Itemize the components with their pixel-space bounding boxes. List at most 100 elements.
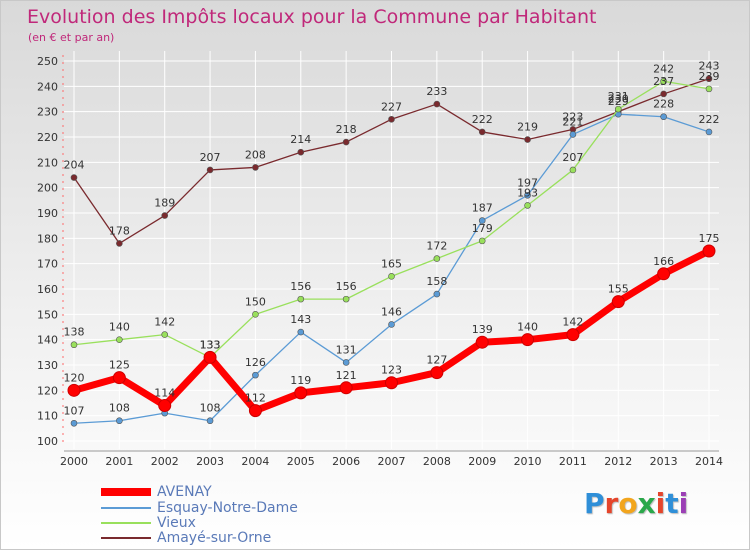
data-label-amaye-sur-orne: 218 — [336, 123, 357, 136]
data-point-esquay-notre-dame — [388, 321, 395, 328]
data-point-vieux — [433, 255, 441, 262]
chart-subtitle: (en € et par an) — [28, 31, 115, 44]
data-label-esquay-notre-dame: 229 — [608, 95, 629, 108]
data-point-amaye-sur-orne — [116, 240, 123, 247]
data-label-avenay: 127 — [426, 354, 447, 367]
data-point-avenay — [566, 328, 580, 342]
y-tick-label: 170 — [37, 258, 58, 271]
data-point-avenay — [657, 267, 671, 281]
y-tick-label: 140 — [37, 334, 58, 347]
data-point-avenay — [611, 295, 625, 309]
data-label-avenay: 140 — [517, 321, 538, 334]
data-point-esquay-notre-dame — [116, 417, 123, 425]
data-label-avenay: 125 — [109, 359, 130, 372]
logo-letter: x — [637, 487, 656, 520]
y-tick-label: 150 — [37, 308, 58, 321]
data-label-vieux: 142 — [154, 316, 175, 329]
data-label-vieux: 138 — [64, 326, 85, 339]
data-point-esquay-notre-dame — [705, 128, 713, 136]
data-point-amaye-sur-orne — [524, 136, 531, 143]
data-label-vieux: 207 — [562, 151, 583, 164]
logo-letter: i — [655, 487, 666, 520]
data-point-avenay — [339, 381, 353, 395]
data-label-esquay-notre-dame: 143 — [290, 313, 311, 326]
data-label-avenay: 133 — [200, 338, 221, 351]
y-tick-label: 250 — [37, 55, 58, 68]
data-label-vieux: 242 — [653, 62, 674, 75]
data-label-vieux: 179 — [472, 222, 493, 235]
data-point-vieux — [705, 85, 713, 93]
data-point-vieux — [161, 331, 169, 338]
data-label-vieux: 140 — [109, 321, 130, 334]
data-point-vieux — [297, 295, 305, 303]
data-label-amaye-sur-orne: 214 — [290, 133, 311, 146]
data-label-esquay-notre-dame: 146 — [381, 305, 402, 318]
data-label-vieux: 239 — [699, 70, 720, 83]
data-point-avenay — [475, 335, 489, 349]
data-point-avenay — [430, 366, 444, 380]
x-tick-label: 2009 — [468, 455, 496, 468]
data-point-esquay-notre-dame — [342, 359, 350, 366]
proxiti-logo: Proxiti — [584, 487, 688, 520]
y-tick-label: 110 — [37, 410, 58, 423]
data-label-esquay-notre-dame: 131 — [336, 343, 357, 356]
data-point-avenay — [67, 383, 81, 397]
legend-label-vieux: Vieux — [157, 515, 196, 531]
data-label-avenay: 112 — [245, 392, 266, 405]
data-label-amaye-sur-orne: 189 — [154, 197, 175, 210]
data-label-avenay: 166 — [653, 255, 674, 268]
data-point-esquay-notre-dame — [433, 290, 441, 298]
y-tick-label: 230 — [37, 106, 58, 119]
data-point-vieux — [116, 336, 123, 343]
data-point-vieux — [478, 237, 486, 245]
data-point-esquay-notre-dame — [206, 417, 214, 425]
data-point-amaye-sur-orne — [705, 75, 713, 83]
data-label-esquay-notre-dame: 197 — [517, 176, 538, 189]
data-point-amaye-sur-orne — [478, 128, 486, 136]
data-label-vieux: 193 — [517, 186, 538, 199]
data-point-amaye-sur-orne — [206, 166, 214, 174]
data-label-vieux: 156 — [290, 280, 311, 293]
data-point-esquay-notre-dame — [524, 191, 531, 199]
data-label-amaye-sur-orne: 204 — [64, 159, 85, 172]
data-point-amaye-sur-orne — [297, 148, 305, 156]
logo-letter: i — [678, 487, 689, 520]
data-label-amaye-sur-orne: 243 — [699, 60, 720, 73]
data-label-esquay-notre-dame: 108 — [109, 402, 130, 415]
data-label-avenay: 175 — [699, 232, 720, 245]
x-tick-label: 2000 — [60, 455, 88, 468]
data-point-avenay — [248, 404, 262, 418]
data-point-vieux — [614, 105, 622, 113]
x-tick-label: 2013 — [650, 455, 678, 468]
data-label-avenay: 121 — [336, 369, 357, 382]
data-point-amaye-sur-orne — [161, 212, 169, 219]
data-point-vieux — [660, 77, 667, 85]
data-label-esquay-notre-dame: 126 — [245, 356, 266, 369]
data-point-avenay — [385, 376, 398, 390]
x-tick-label: 2008 — [423, 455, 451, 468]
y-tick-label: 200 — [37, 182, 58, 195]
data-point-esquay-notre-dame — [70, 419, 78, 427]
data-point-avenay — [521, 333, 535, 347]
data-label-avenay: 120 — [64, 371, 85, 384]
data-label-amaye-sur-orne: 222 — [472, 113, 493, 126]
logo-letter: r — [604, 487, 619, 520]
y-tick-label: 160 — [37, 283, 58, 296]
y-tick-label: 120 — [37, 384, 58, 397]
y-tick-label: 180 — [37, 232, 58, 245]
data-point-amaye-sur-orne — [388, 115, 395, 123]
data-point-amaye-sur-orne — [70, 174, 78, 181]
data-label-vieux: 165 — [381, 257, 402, 270]
legend-label-esquay-notre-dame: Esquay-Notre-Dame — [157, 500, 298, 516]
data-point-vieux — [252, 311, 259, 318]
data-label-esquay-notre-dame: 222 — [699, 113, 720, 126]
x-tick-label: 2010 — [514, 455, 542, 468]
data-label-esquay-notre-dame: 158 — [426, 275, 447, 288]
legend-label-avenay: AVENAY — [157, 484, 212, 500]
legend-swatch-avenay — [101, 488, 151, 496]
data-label-esquay-notre-dame: 221 — [562, 115, 583, 128]
data-label-avenay: 114 — [154, 387, 175, 400]
data-label-amaye-sur-orne: 223 — [562, 110, 583, 123]
